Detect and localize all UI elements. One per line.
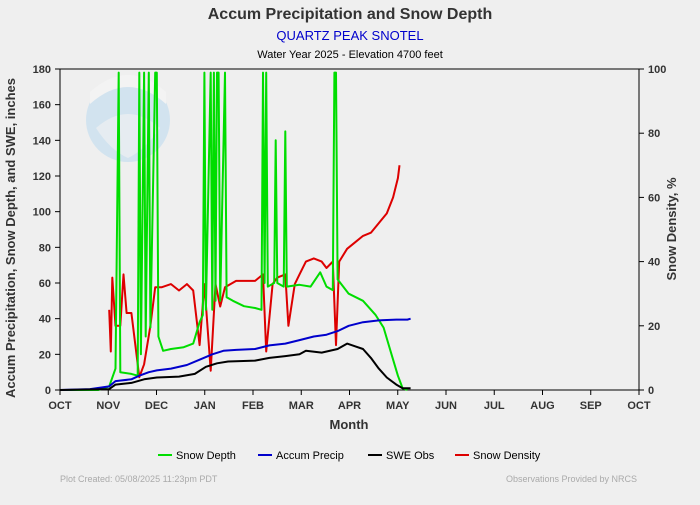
y-tick-label: 60 (39, 278, 51, 290)
x-tick-label: AUG (530, 400, 554, 412)
y2-tick-label: 0 (648, 385, 654, 397)
chart-title: Accum Precipitation and Snow Depth (208, 6, 492, 23)
y-tick-label: 140 (33, 135, 51, 147)
x-axis: OCT NOV DEC JAN FEB MAR APR MAY JUN JUL AUG SEP OCT (48, 390, 651, 412)
legend-item-accum-precip: Accum Precip (258, 450, 344, 462)
y2-tick-label: 60 (648, 192, 660, 204)
x-tick-label: DEC (145, 400, 168, 412)
legend-label: Snow Density (473, 450, 541, 462)
y2-axis-label: Snow Density, % (664, 177, 679, 280)
site-name: QUARTZ PEAK SNOTEL (276, 28, 423, 43)
x-tick-label: FEB (242, 400, 264, 412)
y-tick-label: 100 (33, 207, 51, 219)
x-tick-label: OCT (627, 400, 651, 412)
x-tick-label: NOV (96, 400, 121, 412)
series-line-snow-depth (60, 71, 408, 391)
series-layer (59, 71, 411, 391)
legend: Snow Depth Accum Precip SWE Obs Snow Densit… (158, 450, 541, 462)
legend-label: Accum Precip (276, 450, 344, 462)
y-axis-left: 0 20 40 60 80 100 120 140 160 180 (33, 64, 60, 397)
y-axis-label: Accum Precipitation, Snow Depth, and SWE… (3, 78, 18, 398)
plot-created-text: Plot Created: 05/08/2025 11:23pm PDT (60, 474, 218, 484)
legend-label: SWE Obs (386, 450, 435, 462)
legend-label: Snow Depth (176, 450, 236, 462)
y-tick-label: 160 (33, 100, 51, 112)
legend-item-swe-obs: SWE Obs (368, 450, 435, 462)
series-line-accum-precip (59, 317, 411, 391)
x-tick-label: APR (338, 400, 361, 412)
y-tick-label: 120 (33, 171, 51, 183)
y-tick-label: 180 (33, 64, 51, 76)
y-tick-label: 80 (39, 242, 51, 254)
y-tick-label: 40 (39, 314, 51, 326)
y2-tick-label: 100 (648, 64, 666, 76)
legend-item-snow-density: Snow Density (455, 450, 541, 462)
x-tick-label: OCT (48, 400, 72, 412)
chart-subtitle: Water Year 2025 - Elevation 4700 feet (257, 49, 443, 61)
y2-tick-label: 20 (648, 321, 660, 333)
series-line-swe-obs (59, 342, 411, 391)
y-axis-right: 0 20 40 60 80 100 (639, 64, 666, 397)
x-axis-label: Month (330, 417, 369, 432)
x-tick-label: JUN (435, 400, 457, 412)
x-tick-label: MAY (386, 400, 410, 412)
x-tick-label: MAR (289, 400, 314, 412)
y2-tick-label: 40 (648, 257, 660, 269)
x-tick-label: JUL (484, 400, 505, 412)
y-tick-label: 0 (45, 385, 51, 397)
x-tick-label: JAN (194, 400, 216, 412)
x-tick-label: SEP (580, 400, 602, 412)
legend-item-snow-depth: Snow Depth (158, 450, 236, 462)
y-tick-label: 20 (39, 349, 51, 361)
data-provider-text: Observations Provided by NRCS (506, 474, 637, 484)
y2-tick-label: 80 (648, 128, 660, 140)
